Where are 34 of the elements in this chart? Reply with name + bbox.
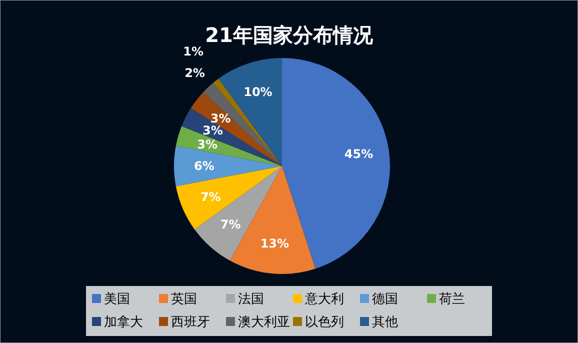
legend-item: 德国 — [360, 292, 398, 307]
data-label: 7% — [200, 190, 221, 204]
legend-label: 其他 — [372, 315, 398, 330]
legend-label: 西班牙 — [171, 315, 210, 330]
legend-label: 德国 — [372, 292, 398, 307]
data-label: 3% — [197, 137, 218, 152]
data-label: 10% — [244, 85, 272, 100]
legend-label: 意大利 — [304, 292, 344, 307]
legend-label: 澳大利亚 — [238, 315, 290, 330]
data-label: 2% — [184, 66, 205, 80]
legend-item: 英国 — [159, 292, 197, 307]
chart-title: 21年国家分布情况 — [205, 23, 374, 47]
data-label: 6% — [194, 159, 214, 173]
legend-label: 法国 — [238, 292, 264, 307]
legend-label: 美国 — [104, 291, 130, 307]
legend-label: 以色列 — [305, 315, 344, 330]
legend-item: 其他 — [360, 315, 398, 330]
legend-label: 加拿大 — [104, 315, 143, 330]
data-label: 1% — [183, 44, 204, 59]
legend-item: 美国 — [92, 292, 130, 307]
legend-item: 以色列 — [293, 315, 344, 330]
legend-label: 英国 — [171, 292, 197, 307]
legend-item: 西班牙 — [159, 315, 210, 330]
data-label: 45% — [344, 146, 374, 161]
legend-item: 荷兰 — [427, 292, 465, 307]
data-label: 7% — [220, 217, 241, 232]
legend-item: 意大利 — [293, 292, 344, 307]
legend-item: 加拿大 — [92, 315, 143, 330]
legend-item: 法国 — [226, 292, 264, 307]
data-label: 3% — [210, 111, 231, 126]
data-label: 3% — [202, 124, 223, 138]
legend-item: 澳大利亚 — [226, 315, 290, 330]
legend-label: 荷兰 — [439, 292, 465, 307]
data-label: 13% — [260, 236, 290, 250]
